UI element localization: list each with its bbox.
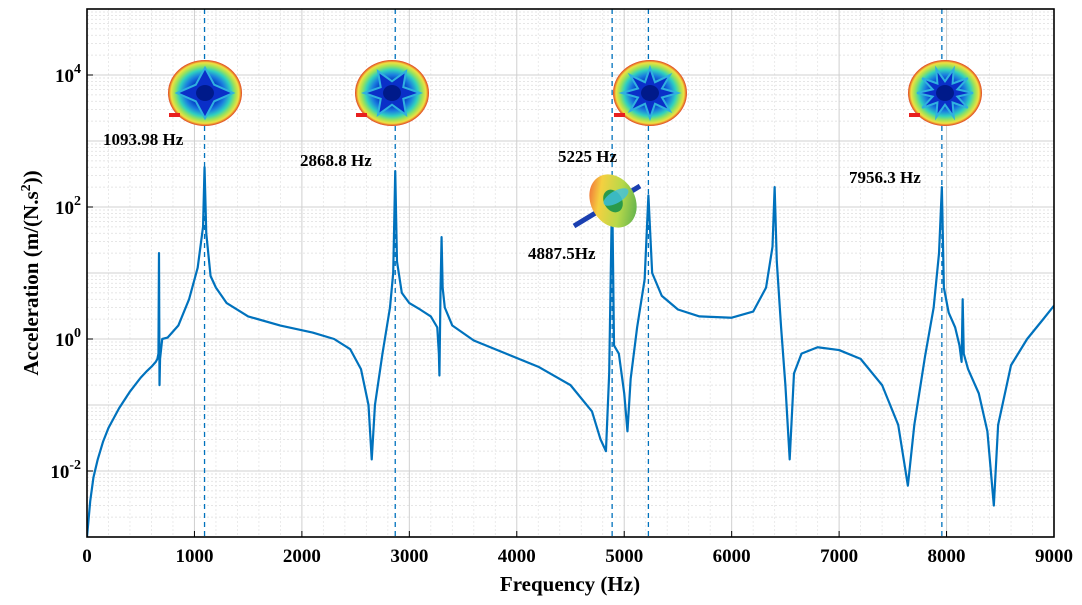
shaft-disk-mode-shape [574,166,646,236]
plate-mode-shape-10-lobe [908,60,982,126]
x-tick-label: 2000 [283,546,321,567]
plate-mode-shape-6-lobe [355,60,429,126]
peak-label: 7956.3 Hz [849,168,921,187]
x-tick-label: 8000 [928,546,966,567]
plate-mode-shape-6-lobe-tag [356,113,367,117]
plate-mode-shape-4-lobe-center [196,85,214,101]
plate-mode-shape-4-lobe [168,60,242,126]
x-tick-label: 5000 [605,546,643,567]
plate-mode-shape-6-lobe-center [383,85,401,101]
y-tick-label: 102 [55,194,81,219]
plate-mode-shape-10-lobe-tag [909,113,920,117]
y-tick-label: 10-2 [50,458,81,483]
x-tick-label: 4000 [498,546,536,567]
plate-mode-shape-8-lobe [613,60,687,126]
peak-label: 2868.8 Hz [300,151,372,170]
plate-mode-shape-8-lobe-tag [614,113,625,117]
plate-mode-shape-8-lobe-center [641,85,659,101]
x-tick-label: 3000 [390,546,428,567]
x-tick-label: 6000 [713,546,751,567]
peak-label: 1093.98 Hz [103,130,184,149]
x-axis-label: Frequency (Hz) [500,572,640,596]
x-tick-label: 9000 [1035,546,1073,567]
y-tick-label: 104 [55,62,81,87]
x-tick-label: 7000 [820,546,858,567]
plate-mode-shape-4-lobe-tag [169,113,180,117]
y-axis-label: Acceleration (m/(N.s2)) [19,170,43,375]
x-tick-label: 1000 [175,546,213,567]
peak-labels: 1093.98 Hz 2868.8 Hz 5225 Hz 4887.5Hz 7956.3… [103,130,921,263]
peak-label: 4887.5Hz [528,244,596,263]
peak-label: 5225 Hz [558,147,617,166]
x-tick-label: 0 [82,546,92,567]
plate-mode-shape-10-lobe-center [936,85,954,101]
y-tick-label: 100 [55,326,81,351]
